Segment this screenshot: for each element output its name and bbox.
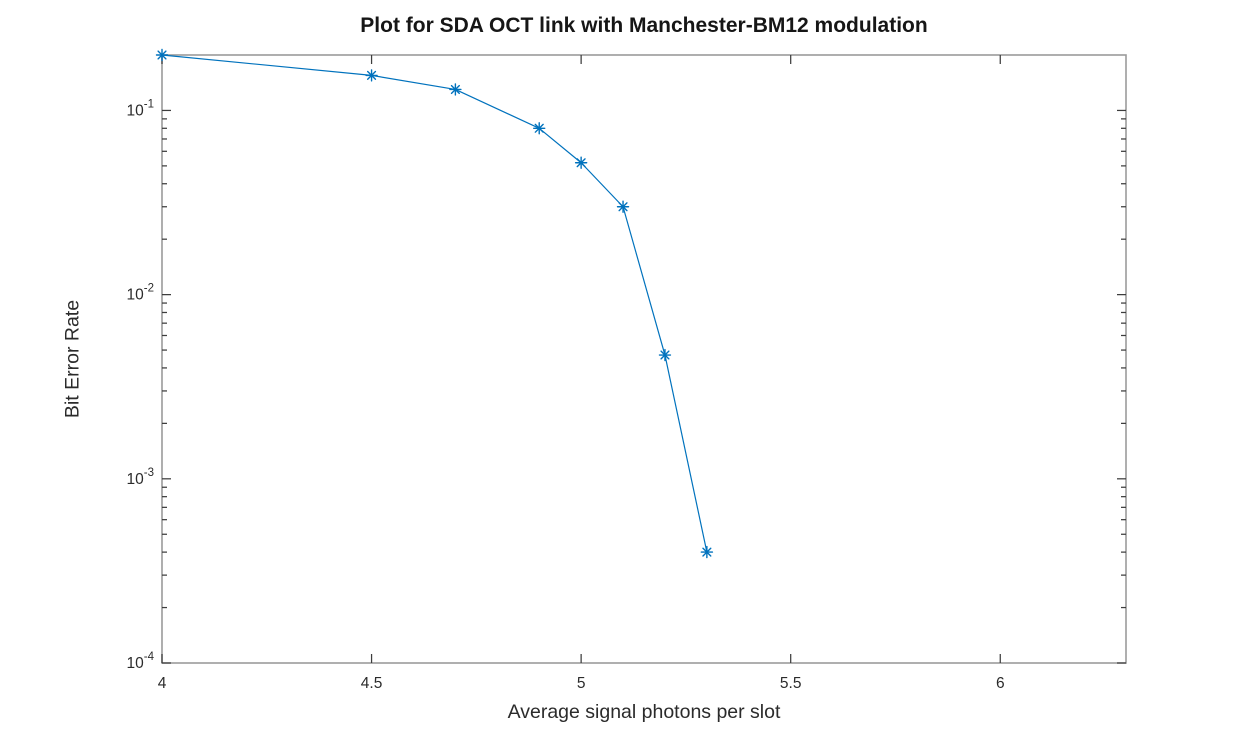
x-tick-label: 4.5 <box>361 675 383 692</box>
x-tick-label: 5.5 <box>780 675 802 692</box>
data-marker <box>574 156 588 169</box>
data-marker <box>155 48 169 62</box>
data-marker <box>365 69 378 82</box>
series-line <box>161 54 708 553</box>
axis-box <box>161 54 1127 664</box>
y-tick-label: 10-2 <box>127 283 154 304</box>
data-marker <box>658 348 672 362</box>
data-marker <box>700 545 714 559</box>
chart-title: Plot for SDA OCT link with Manchester-BM… <box>360 14 928 37</box>
data-marker <box>449 83 462 96</box>
x-tick-label: 5 <box>577 675 586 692</box>
y-tick-label: 10-1 <box>127 98 154 119</box>
x-tick-label: 4 <box>158 675 167 692</box>
x-tick-label: 6 <box>996 675 1005 692</box>
data-marker <box>616 200 630 213</box>
y-tick-label: 10-3 <box>127 467 154 488</box>
data-marker <box>533 122 546 135</box>
y-tick-label: 10-4 <box>127 651 155 672</box>
x-axis-label: Average signal photons per slot <box>507 701 781 723</box>
